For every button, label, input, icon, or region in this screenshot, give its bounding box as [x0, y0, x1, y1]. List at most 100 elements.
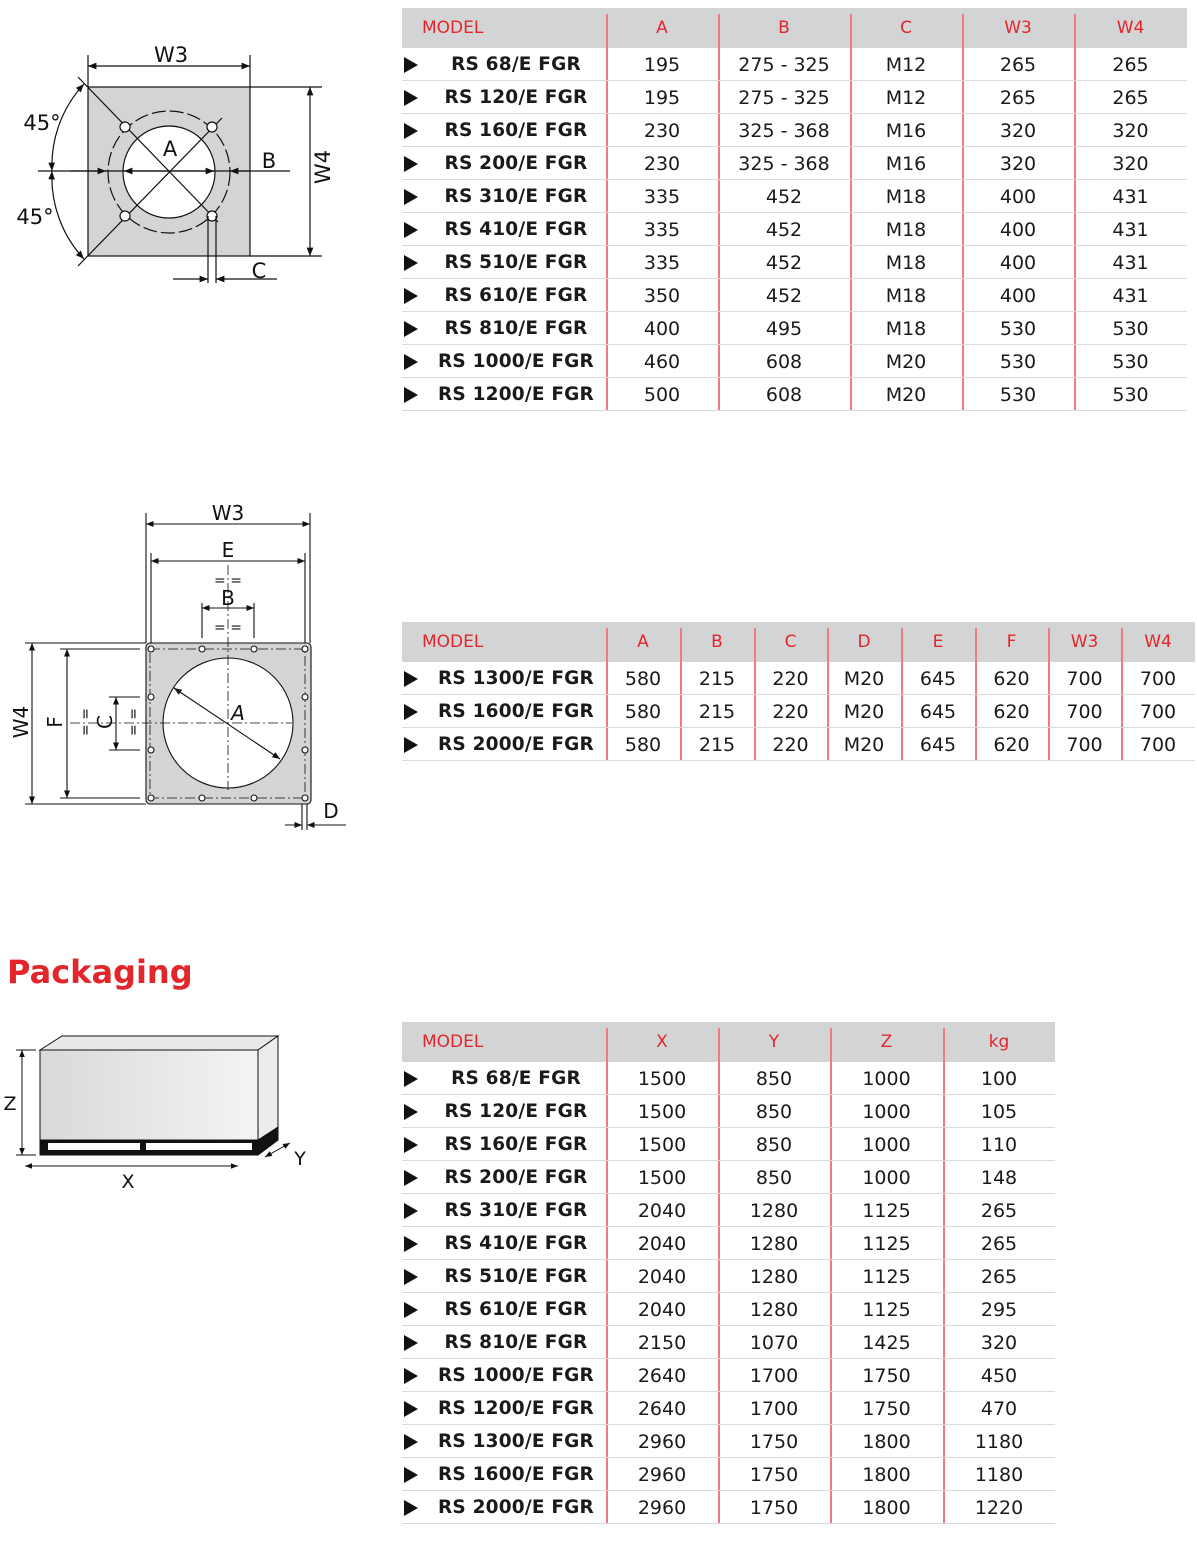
- label-c: C: [93, 715, 117, 729]
- table-row: RS 810/E FGR 2150 1070 1425 320: [402, 1326, 1055, 1359]
- row-divider: [402, 1160, 1055, 1161]
- value-cell: 460: [643, 350, 681, 373]
- column-header-b: B: [711, 632, 723, 652]
- value-cell: 1280: [749, 1265, 799, 1288]
- value-cell: 431: [1112, 284, 1149, 307]
- value-cell: 220: [772, 733, 809, 756]
- table-row: RS 68/E FGR 1500 850 1000 100: [402, 1062, 1055, 1095]
- row-divider: [402, 377, 1187, 378]
- table-row: RS 510/E FGR 335 452 M18 400 431: [402, 246, 1187, 279]
- table-row: RS 1000/E FGR 460 608 M20 530 530: [402, 345, 1187, 378]
- label-equal-top: = =: [214, 573, 242, 589]
- value-cell: 1220: [974, 1496, 1024, 1519]
- play-triangle-icon: [404, 1400, 418, 1417]
- dimensions-table-2: MODEL A B C D E F W3 W4 RS 1300/E FGR 580 215 220 M20…: [402, 622, 1195, 761]
- flange-drawing-square: [38, 55, 322, 283]
- value-cell: 195: [643, 86, 681, 109]
- value-cell: 645: [919, 700, 957, 723]
- column-header-c: C: [784, 632, 797, 652]
- label-equal-c: = =: [126, 708, 142, 736]
- value-cell: 450: [980, 1364, 1018, 1387]
- row-divider: [402, 1424, 1055, 1425]
- table-header: [402, 8, 1187, 48]
- model-cell: RS 810/E FGR: [444, 1332, 588, 1353]
- value-cell: 148: [980, 1166, 1018, 1189]
- value-cell: 265: [1112, 86, 1149, 109]
- value-cell: 452: [765, 251, 803, 274]
- row-divider: [402, 1226, 1055, 1227]
- table-row: RS 68/E FGR 195 275 - 325 M12 265 265: [402, 48, 1187, 81]
- row-divider: [402, 694, 1195, 695]
- value-cell: 530: [1112, 383, 1149, 406]
- column-header-z: Z: [880, 1032, 893, 1052]
- table-row: RS 810/E FGR 400 495 M18 530 530: [402, 312, 1187, 345]
- value-cell: M18: [885, 185, 927, 208]
- model-cell: RS 310/E FGR: [444, 1200, 588, 1221]
- row-divider: [402, 1193, 1055, 1194]
- value-cell: M20: [885, 383, 927, 406]
- play-triangle-icon: [404, 1334, 418, 1351]
- model-cell: RS 1300/E FGR: [437, 668, 594, 689]
- value-cell: 400: [643, 317, 681, 340]
- value-cell: 275 - 325: [738, 86, 830, 109]
- play-triangle-icon: [404, 1367, 418, 1384]
- value-cell: 850: [755, 1067, 793, 1090]
- value-cell: 700: [1139, 700, 1177, 723]
- model-cell: RS 1000/E FGR: [437, 1365, 594, 1386]
- value-cell: 335: [643, 251, 681, 274]
- play-triangle-icon: [404, 1301, 418, 1318]
- value-cell: 335: [643, 218, 681, 241]
- value-cell: 2040: [637, 1199, 687, 1222]
- row-divider: [402, 1358, 1055, 1359]
- row-divider: [402, 1127, 1055, 1128]
- section-title-packaging: Packaging: [7, 953, 193, 991]
- value-cell: 220: [772, 700, 809, 723]
- column-header-w4: W4: [1144, 632, 1172, 652]
- column-header-w3: W3: [1004, 18, 1032, 38]
- value-cell: 620: [993, 733, 1030, 756]
- label-angle-top: 45°: [23, 111, 60, 135]
- play-triangle-icon: [404, 736, 418, 753]
- value-cell: 400: [999, 185, 1037, 208]
- value-cell: 320: [980, 1331, 1018, 1354]
- value-cell: 1750: [749, 1496, 799, 1519]
- model-cell: RS 1300/E FGR: [437, 1431, 594, 1452]
- value-cell: 580: [624, 667, 662, 690]
- model-cell: RS 160/E FGR: [444, 120, 588, 141]
- model-cell: RS 1200/E FGR: [437, 384, 594, 405]
- value-cell: 1750: [862, 1397, 911, 1420]
- value-cell: 500: [643, 383, 681, 406]
- dimensions-table-1: MODEL A B C W3 W4 RS 68/E FGR 195 275 - 325 M12 26…: [402, 8, 1187, 411]
- model-cell: RS 200/E FGR: [444, 153, 588, 174]
- model-cell: RS 1600/E FGR: [437, 701, 594, 722]
- table-row: RS 2000/E FGR 580 215 220 M20 645 620 700 700: [402, 728, 1195, 761]
- value-cell: M16: [885, 152, 927, 175]
- value-cell: 1280: [749, 1298, 799, 1321]
- label-w4: W4: [311, 150, 335, 184]
- value-cell: 265: [999, 86, 1037, 109]
- column-header-d: D: [857, 632, 871, 652]
- value-cell: 215: [698, 667, 736, 690]
- value-cell: 431: [1112, 251, 1149, 274]
- value-cell: 325 - 368: [738, 119, 830, 142]
- table-row: RS 410/E FGR 2040 1280 1125 265: [402, 1227, 1055, 1260]
- model-cell: RS 410/E FGR: [444, 219, 588, 240]
- value-cell: 530: [1112, 350, 1149, 373]
- play-triangle-icon: [404, 1466, 418, 1483]
- label-y: Y: [293, 1148, 306, 1170]
- value-cell: 1750: [749, 1463, 799, 1486]
- value-cell: 530: [999, 383, 1037, 406]
- play-triangle-icon: [404, 254, 418, 271]
- play-triangle-icon: [404, 1103, 418, 1120]
- model-cell: RS 610/E FGR: [444, 285, 588, 306]
- value-cell: 1000: [862, 1067, 911, 1090]
- value-cell: 1500: [637, 1133, 687, 1156]
- value-cell: 1125: [862, 1199, 911, 1222]
- value-cell: 320: [999, 152, 1037, 175]
- value-cell: 1180: [974, 1430, 1024, 1453]
- play-triangle-icon: [404, 1070, 418, 1087]
- value-cell: 400: [999, 284, 1037, 307]
- value-cell: 700: [1066, 700, 1103, 723]
- play-triangle-icon: [404, 56, 418, 73]
